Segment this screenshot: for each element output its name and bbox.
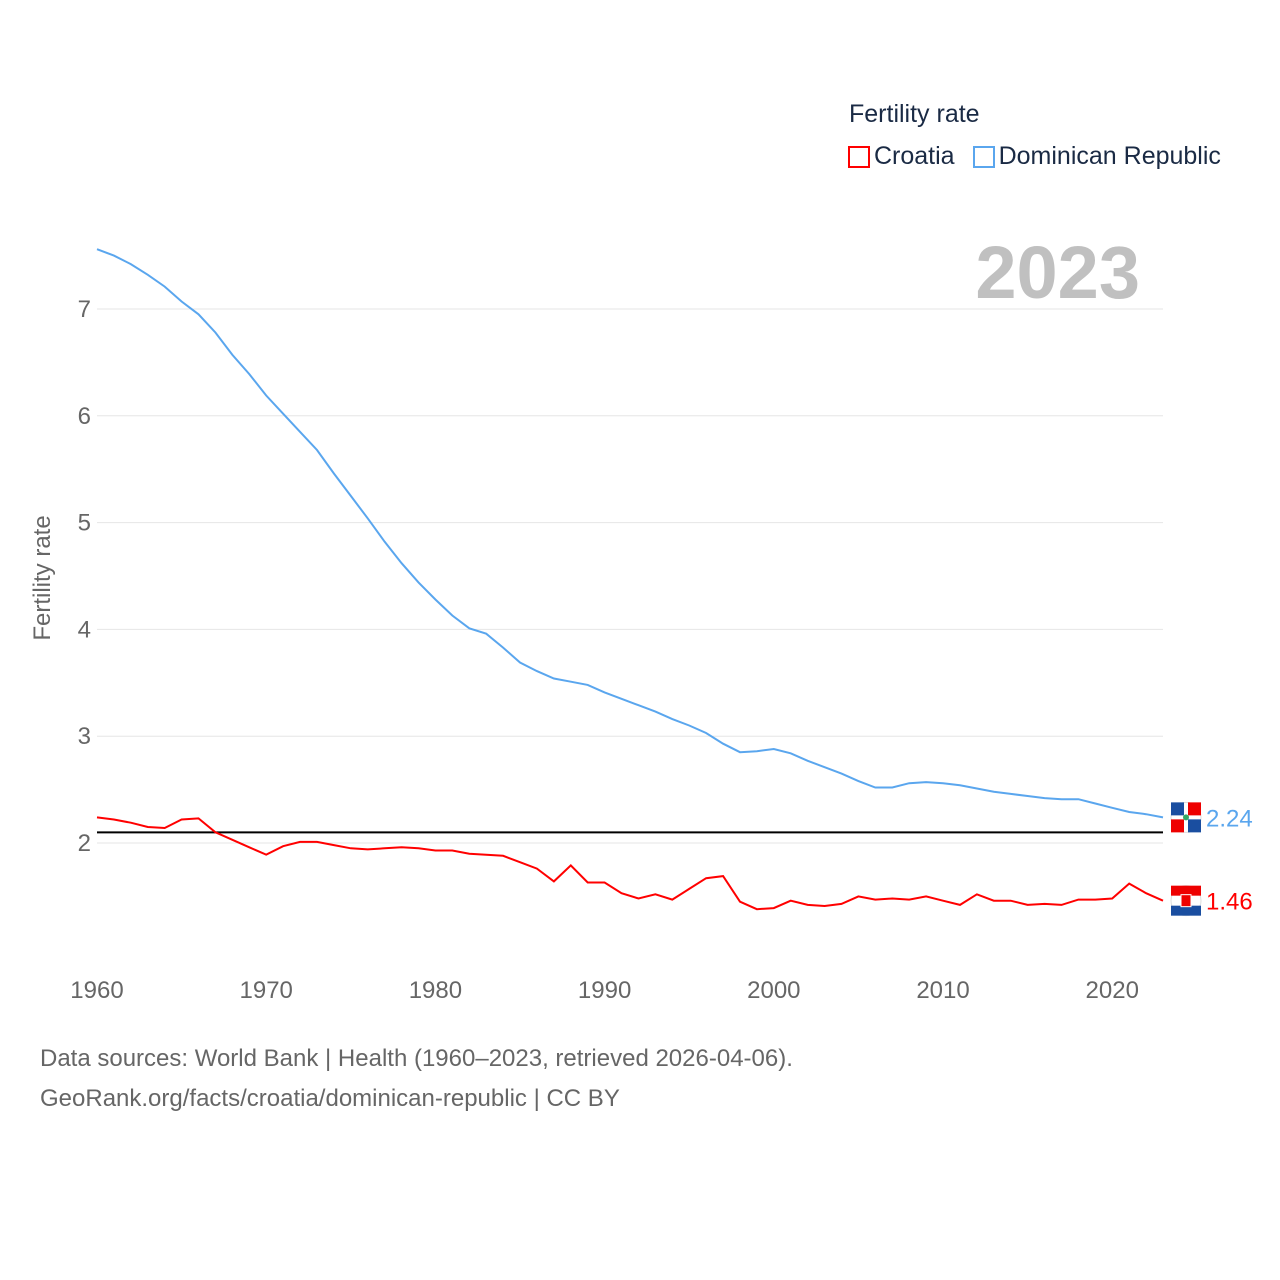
footer-attribution[interactable]: GeoRank.org/facts/croatia/dominican-repu… bbox=[40, 1085, 620, 1112]
y-tick-label: 3 bbox=[78, 723, 91, 750]
flag-quarter bbox=[1188, 802, 1201, 816]
flag-quarter bbox=[1188, 819, 1201, 833]
end-value-label: 1.46 bbox=[1206, 889, 1253, 916]
flag-stripe bbox=[1171, 905, 1201, 916]
legend-swatch-croatia bbox=[848, 146, 870, 169]
series-line-croatia bbox=[96, 816, 1164, 911]
series-line-dominican-republic bbox=[96, 248, 1164, 819]
legend-item-dominican-republic[interactable]: Dominican Republic bbox=[972, 142, 1221, 171]
year-label: 2023 bbox=[975, 231, 1140, 314]
legend-item-croatia[interactable]: Croatia bbox=[848, 142, 955, 171]
x-tick-label: 2010 bbox=[916, 977, 969, 1004]
legend-label: Croatia bbox=[874, 142, 955, 170]
x-tick-label: 2000 bbox=[747, 977, 800, 1004]
y-tick-label: 5 bbox=[78, 510, 91, 537]
flag-emblem bbox=[1183, 814, 1189, 821]
flag-stripe bbox=[1171, 885, 1201, 896]
flag-quarter bbox=[1171, 802, 1184, 816]
y-tick-label: 6 bbox=[78, 403, 91, 430]
legend-label: Dominican Republic bbox=[998, 142, 1221, 170]
x-tick-label: 1990 bbox=[578, 977, 631, 1004]
y-tick-label: 4 bbox=[78, 616, 91, 643]
footer-sources: Data sources: World Bank | Health (1960–… bbox=[40, 1045, 793, 1072]
flag-quarter bbox=[1171, 819, 1184, 833]
legend-title: Fertility rate bbox=[849, 100, 980, 128]
y-axis-label: Fertility rate bbox=[29, 515, 56, 640]
flag-shield bbox=[1180, 894, 1192, 908]
y-tick-label: 7 bbox=[78, 296, 91, 323]
x-tick-label: 1960 bbox=[70, 977, 123, 1004]
legend-swatch-dominican-republic bbox=[972, 146, 995, 169]
x-tick-label: 2020 bbox=[1086, 977, 1139, 1004]
legend: Croatia Dominican Republic bbox=[848, 142, 1221, 171]
x-tick-label: 1970 bbox=[240, 977, 293, 1004]
x-tick-label: 1980 bbox=[409, 977, 462, 1004]
y-tick-label: 2 bbox=[78, 830, 91, 857]
end-value-label: 2.24 bbox=[1206, 805, 1253, 832]
